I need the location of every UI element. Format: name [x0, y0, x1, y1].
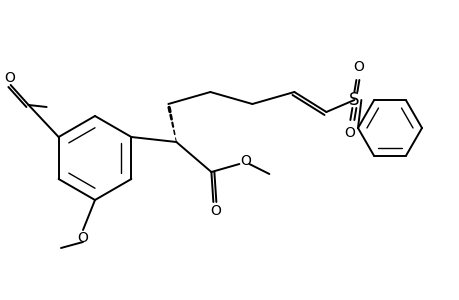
Text: O: O: [78, 231, 88, 245]
Text: S: S: [348, 91, 359, 109]
Text: O: O: [343, 126, 354, 140]
Text: O: O: [209, 204, 220, 218]
Text: O: O: [352, 60, 363, 74]
Text: O: O: [240, 154, 250, 168]
Text: O: O: [4, 71, 15, 85]
